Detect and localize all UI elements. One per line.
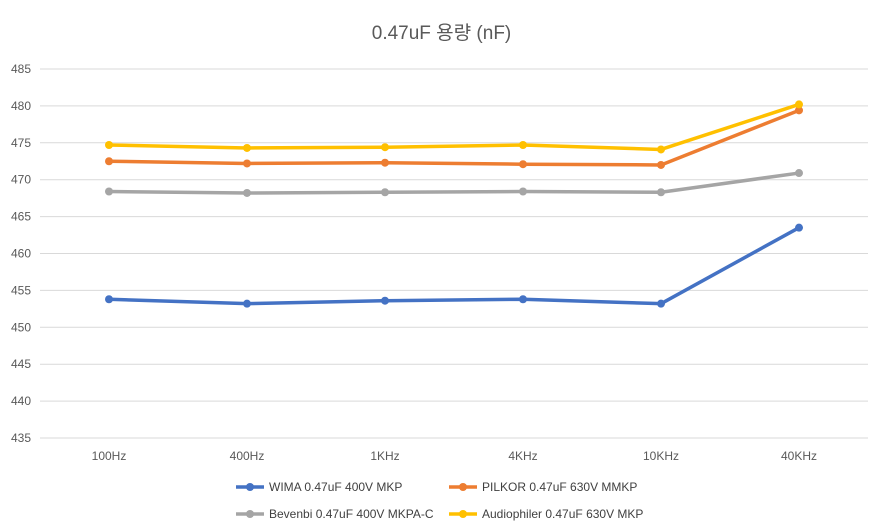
y-tick-label: 475 — [11, 136, 31, 150]
series-3 — [105, 169, 803, 197]
legend-marker — [246, 510, 254, 518]
data-point — [243, 188, 251, 197]
legend-label: Audiophiler 0.47uF 630V MKP — [482, 507, 643, 521]
data-point — [519, 187, 527, 196]
data-point — [795, 100, 803, 109]
data-point — [657, 299, 665, 308]
data-point — [657, 145, 665, 154]
x-axis-tick-labels: 100Hz 400Hz 1KHz 4KHz 10KHz 40KHz — [92, 449, 817, 463]
legend-marker — [246, 483, 254, 491]
chart-title: 0.47uF 용량 (nF) — [372, 22, 512, 44]
legend-marker — [459, 510, 467, 518]
y-tick-label: 455 — [11, 283, 31, 297]
data-point — [105, 157, 113, 166]
data-point — [243, 299, 251, 308]
data-point — [519, 160, 527, 169]
x-tick-label: 400Hz — [230, 449, 265, 463]
series-line — [107, 225, 801, 306]
y-tick-label: 450 — [11, 320, 31, 334]
data-point — [795, 106, 803, 115]
legend-item: Audiophiler 0.47uF 630V MKP — [449, 507, 643, 521]
data-point — [105, 295, 113, 304]
data-point — [657, 160, 665, 169]
legend: WIMA 0.47uF 400V MKP PILKOR 0.47uF 630V M… — [236, 480, 643, 521]
series-line — [107, 102, 801, 152]
y-tick-label: 435 — [11, 431, 31, 445]
data-point — [795, 169, 803, 178]
legend-item: Bevenbi 0.47uF 400V MKPA-C — [236, 507, 434, 521]
series-4 — [105, 100, 803, 154]
x-tick-label: 40KHz — [781, 449, 817, 463]
y-axis-tick-labels: 435 440 445 450 455 460 465 470 475 480 485 — [11, 62, 31, 445]
data-point — [381, 296, 389, 305]
data-point — [105, 141, 113, 150]
data-point — [795, 223, 803, 232]
legend-label: WIMA 0.47uF 400V MKP — [269, 480, 402, 494]
y-tick-label: 445 — [11, 357, 31, 371]
y-tick-label: 480 — [11, 99, 31, 113]
series-line — [107, 171, 801, 195]
legend-item: PILKOR 0.47uF 630V MMKP — [449, 480, 637, 494]
data-point — [243, 143, 251, 152]
series-lines — [105, 100, 803, 308]
x-tick-label: 10KHz — [643, 449, 679, 463]
data-point — [243, 159, 251, 168]
legend-marker — [459, 483, 467, 491]
data-point — [381, 188, 389, 197]
x-tick-label: 4KHz — [508, 449, 537, 463]
series-1 — [105, 223, 803, 308]
y-tick-label: 470 — [11, 173, 31, 187]
legend-label: Bevenbi 0.47uF 400V MKPA-C — [269, 507, 434, 521]
legend-item: WIMA 0.47uF 400V MKP — [236, 480, 402, 494]
gridlines — [40, 68, 868, 439]
x-tick-label: 100Hz — [92, 449, 127, 463]
data-point — [381, 143, 389, 152]
data-point — [105, 187, 113, 196]
data-point — [519, 295, 527, 304]
data-point — [381, 158, 389, 167]
data-point — [519, 141, 527, 150]
y-tick-label: 485 — [11, 62, 31, 76]
data-point — [657, 188, 665, 197]
series-line — [107, 108, 801, 167]
series-2 — [105, 106, 803, 169]
y-tick-label: 440 — [11, 394, 31, 408]
x-tick-label: 1KHz — [370, 449, 399, 463]
y-tick-label: 460 — [11, 247, 31, 261]
y-tick-label: 465 — [11, 210, 31, 224]
legend-label: PILKOR 0.47uF 630V MMKP — [482, 480, 637, 494]
